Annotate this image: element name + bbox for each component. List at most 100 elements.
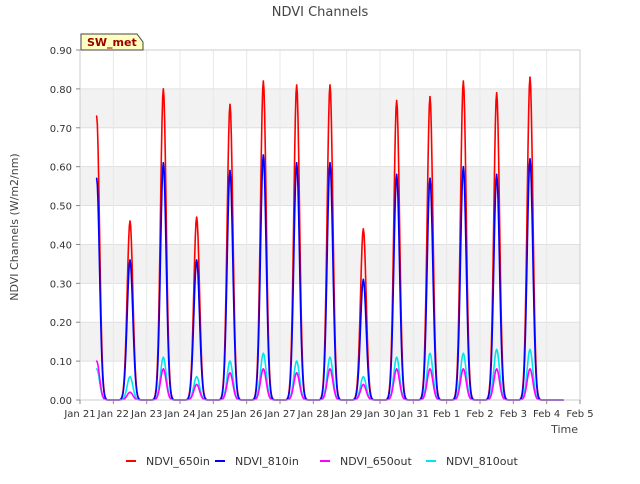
x-tick-label: Jan 24 [163, 409, 195, 420]
data-point [529, 158, 531, 160]
x-tick-label: Jan 21 [63, 409, 95, 420]
x-tick-label: Feb 2 [466, 409, 493, 420]
data-point [129, 220, 131, 222]
x-tick-label: Jan 27 [263, 409, 295, 420]
data-point [529, 76, 531, 79]
x-tick-label: Jan 23 [130, 409, 162, 420]
y-tick-label: 0.30 [50, 279, 72, 290]
y-tick-label: 0.80 [50, 85, 72, 96]
y-tick-label: 0.40 [50, 240, 72, 251]
data-point [529, 348, 531, 351]
legend-label: NDVI_810in [235, 455, 299, 468]
data-point [362, 375, 365, 378]
data-point [395, 173, 398, 176]
legend-item-NDVI_650out: NDVI_650out [320, 455, 412, 468]
data-point [329, 161, 331, 164]
data-point [329, 356, 331, 359]
x-tick-label: Feb 3 [500, 409, 527, 420]
chart-title: NDVI Channels [272, 5, 369, 20]
data-point [362, 383, 365, 386]
y-tick-label: 0.60 [50, 163, 72, 174]
legend: NDVI_650in NDVI_810in NDVI_650out NDVI_810o… [126, 455, 518, 468]
data-point [195, 383, 198, 386]
data-point [162, 161, 165, 164]
x-tick-label: Jan 22 [97, 409, 129, 420]
plot-frame [79, 49, 581, 401]
grid-band [80, 244, 580, 284]
data-point [129, 391, 131, 394]
x-tick-label: Jan 28 [297, 409, 329, 420]
x-tick-label: Feb 4 [533, 409, 560, 420]
data-point [495, 91, 498, 94]
data-point [229, 360, 231, 362]
legend-item-NDVI_810out: NDVI_810out [426, 455, 518, 468]
y-axis-ticks: 0.00 0.10 0.20 0.30 0.40 0.50 0.60 0.70 0.80 0.90 [50, 46, 80, 407]
x-tick-label: Feb 1 [433, 409, 460, 420]
legend-label: NDVI_650out [340, 455, 412, 468]
grid-band [80, 322, 580, 362]
x-tick-label: Jan 30 [363, 409, 395, 420]
data-point [295, 161, 298, 164]
data-point [95, 177, 98, 180]
data-point [362, 278, 365, 281]
y-axis-label: NDVI Channels (W/m2/nm) [8, 153, 21, 300]
data-point [262, 80, 265, 82]
data-point [129, 259, 131, 261]
data-point [395, 99, 398, 102]
data-point [162, 356, 165, 359]
grid-bands [80, 88, 580, 362]
y-tick-label: 0.10 [50, 357, 72, 368]
data-point [429, 352, 431, 355]
data-point [395, 368, 398, 370]
legend-item-NDVI_810in: NDVI_810in [215, 455, 299, 468]
x-axis-label: Time [550, 423, 578, 436]
x-tick-label: Feb 5 [566, 409, 593, 420]
data-point [229, 169, 231, 172]
data-point [362, 228, 365, 230]
data-point [229, 103, 231, 106]
x-tick-label: Jan 26 [230, 409, 262, 420]
data-point [495, 348, 498, 351]
legend-label: NDVI_810out [446, 455, 518, 468]
data-point [462, 352, 465, 355]
data-point [95, 360, 98, 362]
data-point [95, 115, 98, 117]
legend-item-NDVI_650in: NDVI_650in [126, 455, 210, 468]
data-point [529, 368, 531, 370]
data-point [462, 165, 465, 168]
x-tick-label: Jan 29 [330, 409, 362, 420]
data-point [395, 356, 398, 359]
data-point [195, 259, 198, 261]
data-point [229, 371, 231, 374]
data-point [95, 368, 98, 370]
data-point [195, 216, 198, 219]
y-tick-label: 0.70 [50, 124, 72, 135]
data-point [295, 360, 298, 362]
data-point [129, 375, 131, 378]
data-point [429, 177, 431, 180]
data-point [262, 368, 265, 370]
y-tick-label: 0.00 [50, 396, 72, 407]
x-tick-label: Jan 25 [197, 409, 229, 420]
data-point [262, 154, 265, 156]
grid-band [80, 166, 580, 206]
data-point [329, 368, 331, 370]
y-tick-label: 0.90 [50, 46, 72, 57]
data-point [162, 88, 165, 90]
y-tick-label: 0.20 [50, 318, 72, 329]
x-tick-label: Jan 31 [397, 409, 429, 420]
annotation-box: SW_met [80, 33, 144, 51]
data-point [429, 368, 431, 370]
data-point [195, 375, 198, 378]
data-point [295, 371, 298, 374]
data-point [429, 95, 431, 98]
data-point [495, 173, 498, 176]
data-point [162, 368, 165, 370]
data-point [329, 84, 331, 86]
legend-label: NDVI_650in [146, 455, 210, 468]
x-axis-ticks: Jan 21 Jan 22 Jan 23 Jan 24 Jan 25 Jan 26 Jan … [63, 400, 594, 420]
annotation-label: SW_met [87, 36, 137, 49]
data-point [295, 84, 298, 86]
